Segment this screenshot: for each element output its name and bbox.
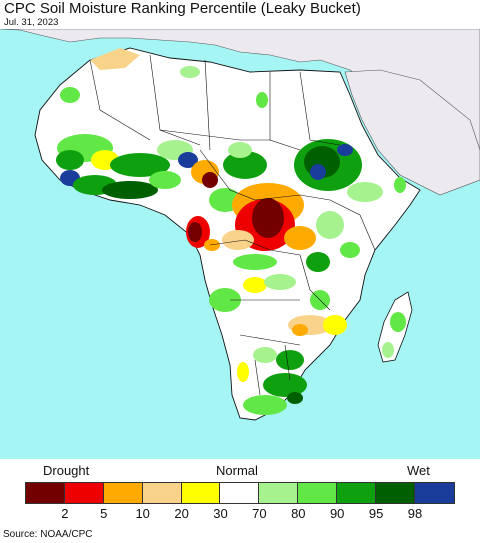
arabia-landmass bbox=[344, 69, 480, 196]
legend-swatch bbox=[414, 483, 454, 503]
legend-wet-label: Wet bbox=[407, 463, 430, 478]
legend-normal-label: Normal bbox=[216, 463, 258, 478]
legend-swatch bbox=[64, 483, 104, 503]
legend-swatch bbox=[220, 483, 260, 503]
map-date: Jul. 31, 2023 bbox=[4, 17, 59, 28]
source-credit: Source: NOAA/CPC bbox=[3, 529, 93, 540]
legend-swatch bbox=[376, 483, 415, 503]
legend-tick-labels: 2 5 10 20 30 70 80 90 95 98 bbox=[0, 506, 480, 522]
anomaly-patches bbox=[56, 48, 406, 415]
legend-tick-label: 2 bbox=[61, 506, 69, 521]
map-title: CPC Soil Moisture Ranking Percentile (Le… bbox=[4, 0, 361, 17]
legend-tick-label: 5 bbox=[100, 506, 108, 521]
country-borders bbox=[89, 54, 376, 396]
legend-tick-label: 95 bbox=[368, 506, 384, 521]
legend-tick-label: 20 bbox=[174, 506, 189, 521]
legend-category-labels: Drought Normal Wet bbox=[0, 463, 480, 481]
legend-drought-label: Drought bbox=[43, 463, 90, 478]
legend-tick-label: 80 bbox=[291, 506, 306, 521]
legend-swatch bbox=[142, 483, 182, 503]
legend-tick-label: 90 bbox=[329, 506, 345, 521]
legend-swatch bbox=[26, 483, 65, 503]
legend-color-bar bbox=[25, 482, 455, 504]
legend-tick-label: 10 bbox=[135, 506, 150, 521]
legend-tick-label: 30 bbox=[213, 506, 228, 521]
legend-swatch bbox=[181, 483, 221, 503]
soil-moisture-map bbox=[0, 29, 480, 459]
legend-swatch bbox=[103, 483, 143, 503]
legend-swatch bbox=[259, 483, 299, 503]
legend-tick-label: 98 bbox=[407, 506, 423, 521]
legend-tick-label: 70 bbox=[252, 506, 267, 521]
legend-swatch bbox=[298, 483, 338, 503]
legend-swatch bbox=[337, 483, 377, 503]
